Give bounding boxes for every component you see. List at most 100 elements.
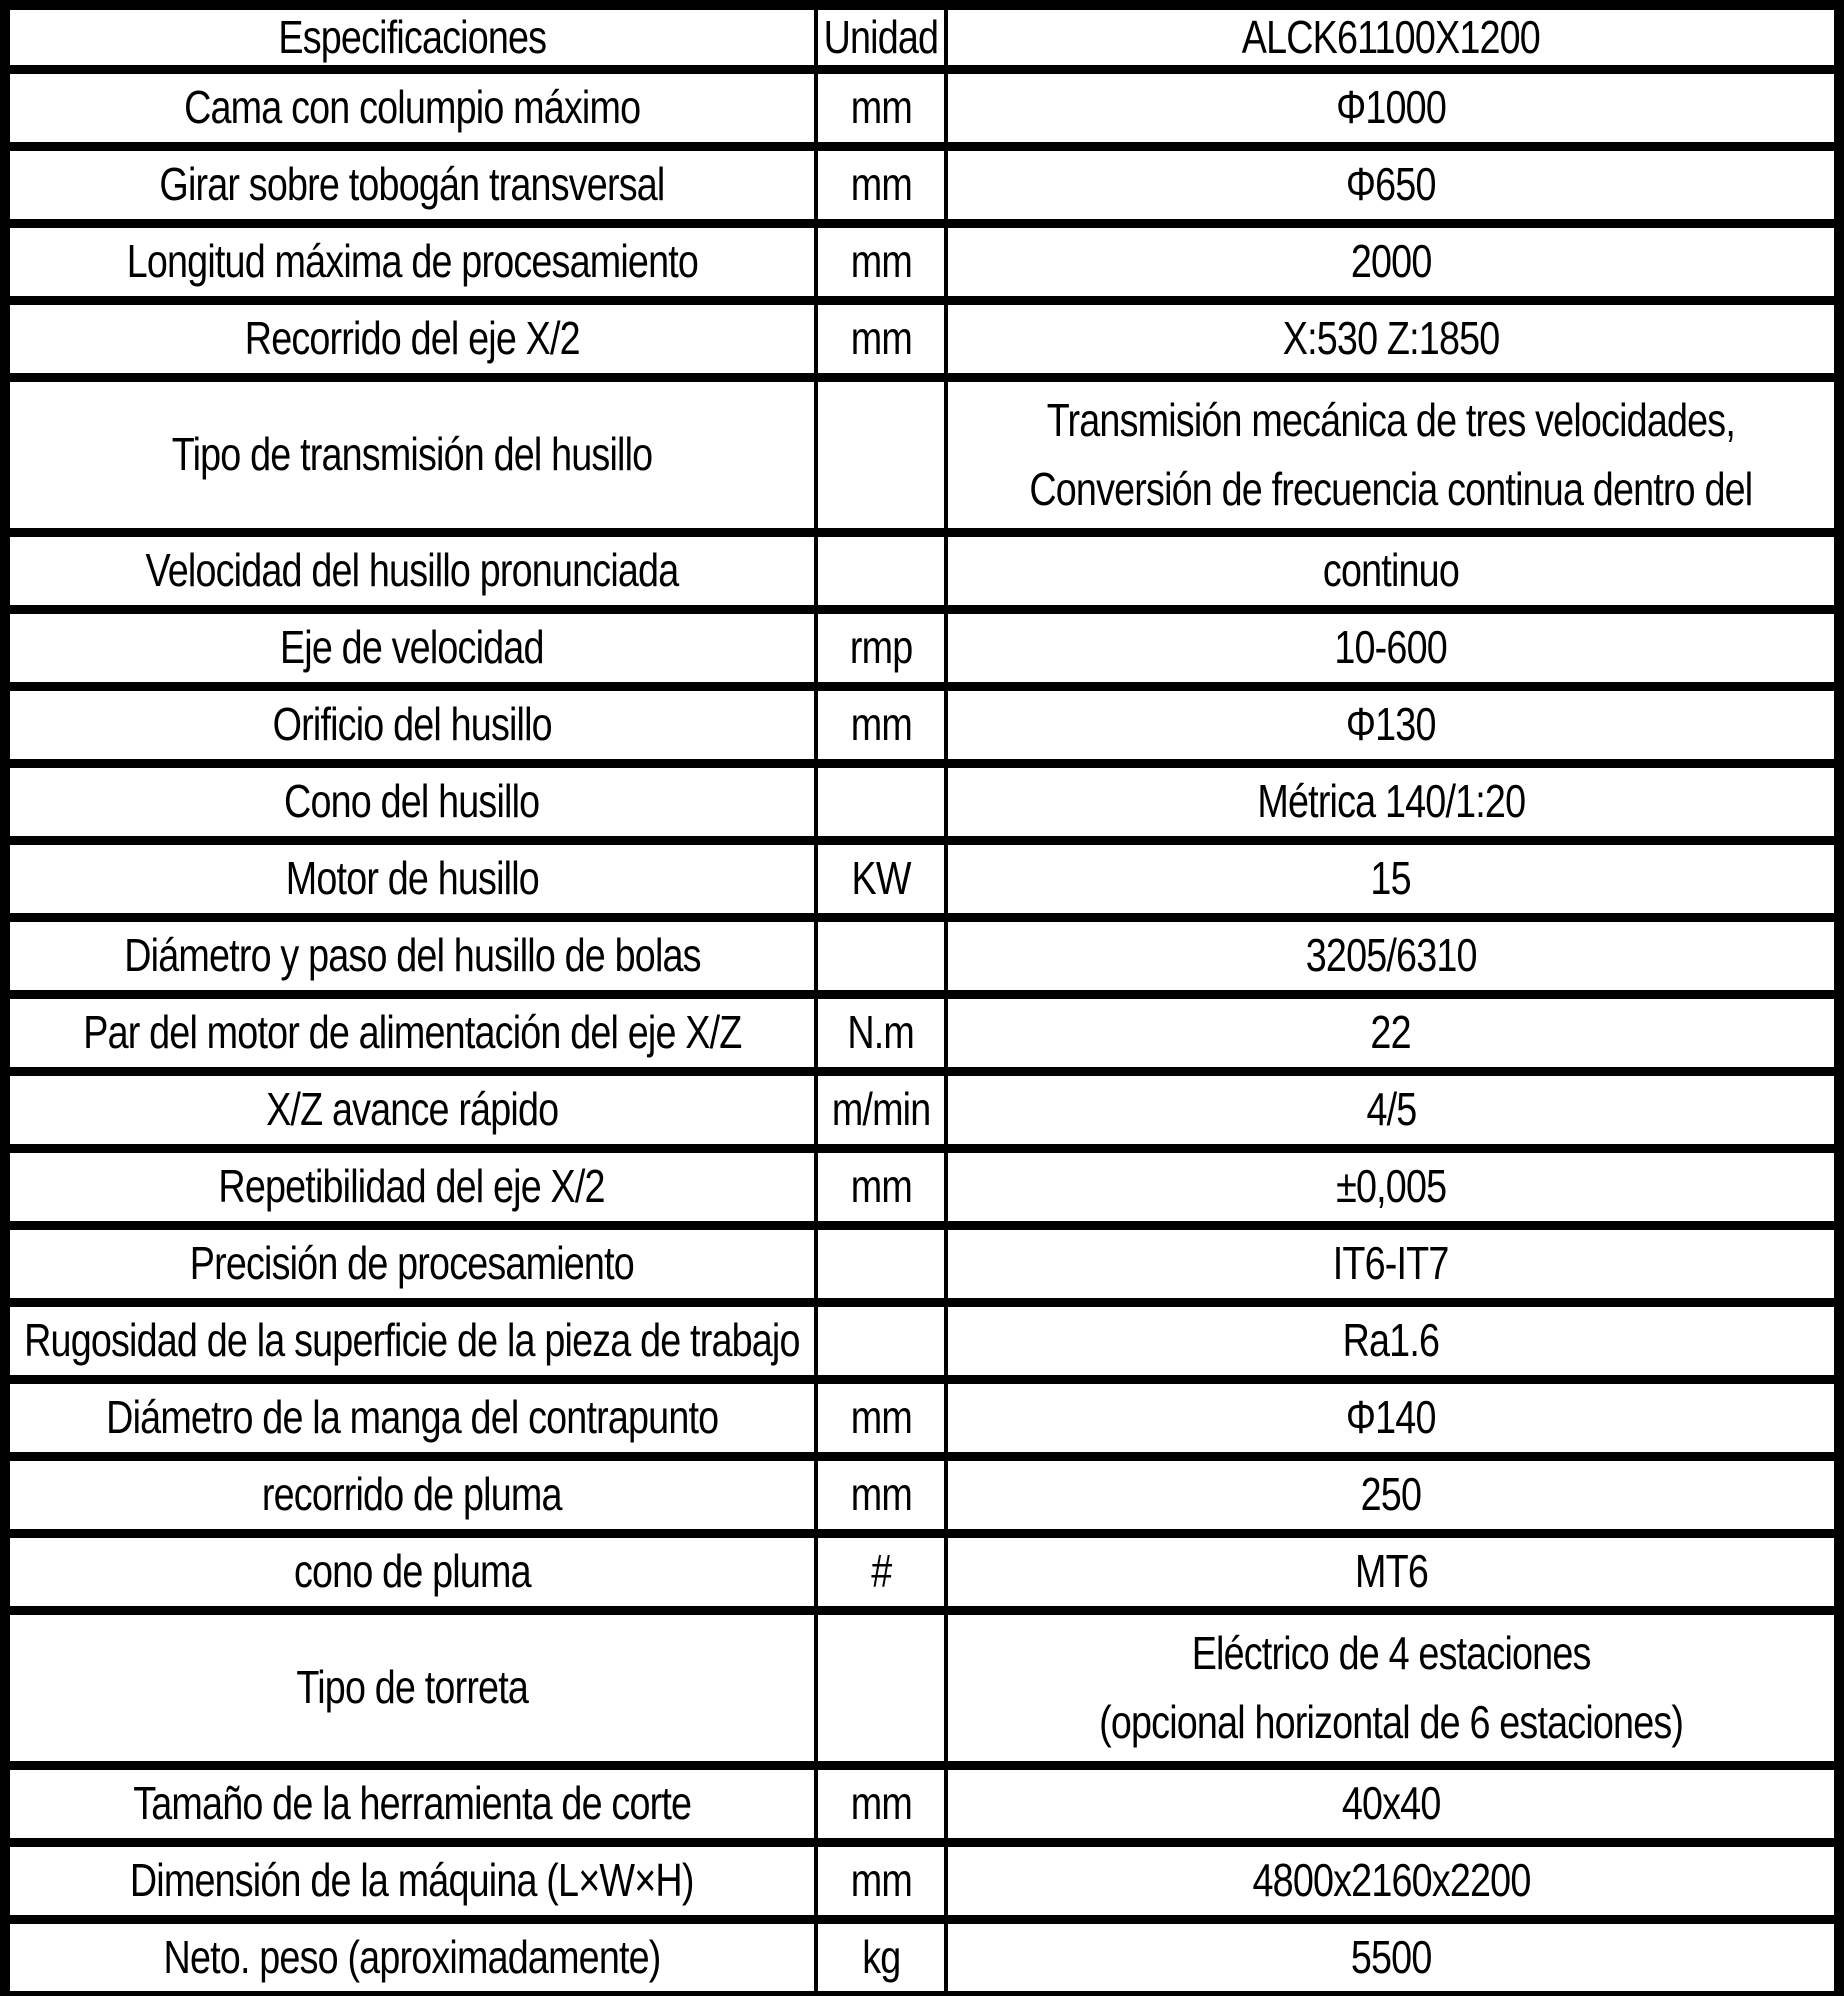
spec-row-tailstock-sleeve-diameter: Diámetro de la manga del contrapunto mm … — [3, 1374, 1841, 1461]
spec-value-cell: ±0,005 — [944, 1143, 1841, 1230]
spec-row-repeatability: Repetibilidad del eje X/2 mm ±0,005 — [3, 1143, 1841, 1230]
spec-label: cono de pluma — [293, 1545, 532, 1598]
spec-row-spindle-bore: Orificio del husillo mm Φ130 — [3, 681, 1841, 768]
spec-unit-cell: mm — [814, 1837, 948, 1924]
spec-unit: mm — [850, 312, 912, 365]
spec-row-ballscrew-diameter-pitch: Diámetro y paso del husillo de bolas 320… — [3, 912, 1841, 999]
spec-value-cell: 22 — [944, 989, 1841, 1076]
spec-label-cell: Longitud máxima de procesamiento — [3, 218, 818, 305]
spec-label: Tipo de transmisión del husillo — [171, 428, 653, 481]
spec-value: IT6-IT7 — [1333, 1237, 1450, 1290]
spec-value-cell: 15 — [944, 835, 1841, 922]
spec-unit-cell — [814, 1605, 948, 1770]
spec-unit-cell: mm — [814, 64, 948, 151]
spec-value-cell: 5500 — [944, 1914, 1841, 1996]
spec-value-cell: 250 — [944, 1451, 1841, 1538]
spec-value: 4800x2160x2200 — [1252, 1854, 1531, 1907]
spec-unit-cell: mm — [814, 218, 948, 305]
spec-label: Eje de velocidad — [280, 621, 545, 674]
spec-value: 15 — [1370, 852, 1412, 905]
spec-label-cell: Repetibilidad del eje X/2 — [3, 1143, 818, 1230]
spec-value-cell: 10-600 — [944, 604, 1841, 691]
header-model-label: ALCK61100X1200 — [1241, 10, 1541, 63]
spec-unit: mm — [850, 158, 912, 211]
spec-unit-cell — [814, 912, 948, 999]
spec-value: Φ140 — [1346, 1391, 1437, 1444]
spec-row-machine-dimension: Dimensión de la máquina (L×W×H) mm 4800x… — [3, 1837, 1841, 1924]
spec-unit: mm — [850, 1854, 912, 1907]
spec-label: Cono del husillo — [284, 775, 540, 828]
spec-row-turret-type: Tipo de torreta Eléctrico de 4 estacione… — [3, 1605, 1841, 1770]
spec-label-cell: Tipo de torreta — [3, 1605, 818, 1770]
header-unit-label: Unidad — [823, 10, 939, 63]
spec-row-spindle-taper: Cono del husillo Métrica 140/1:20 — [3, 758, 1841, 845]
spec-value: 2000 — [1350, 235, 1432, 288]
spec-value-cell: 4800x2160x2200 — [944, 1837, 1841, 1924]
spec-value-cell: IT6-IT7 — [944, 1220, 1841, 1307]
spec-value: 4/5 — [1366, 1083, 1417, 1136]
spec-unit-cell: rmp — [814, 604, 948, 691]
spec-unit-cell: mm — [814, 1451, 948, 1538]
spec-value: 40x40 — [1341, 1777, 1442, 1830]
spec-value: 10-600 — [1334, 621, 1448, 674]
spec-unit-cell: mm — [814, 141, 948, 228]
spec-label: Tipo de torreta — [296, 1661, 528, 1714]
spec-unit-cell — [814, 372, 948, 537]
spec-value: Φ130 — [1346, 698, 1437, 751]
spec-label-cell: Velocidad del husillo pronunciada — [3, 527, 818, 614]
spec-row-surface-roughness: Rugosidad de la superficie de la pieza d… — [3, 1297, 1841, 1384]
spec-unit: # — [870, 1545, 892, 1598]
spec-label-cell: Cama con columpio máximo — [3, 64, 818, 151]
spec-label-cell: Girar sobre tobogán transversal — [3, 141, 818, 228]
spec-label: Orificio del husillo — [272, 698, 552, 751]
spec-value-cell: Φ650 — [944, 141, 1841, 228]
spec-label-cell: Diámetro y paso del husillo de bolas — [3, 912, 818, 999]
spec-label-cell: recorrido de pluma — [3, 1451, 818, 1538]
spec-label: Precisión de procesamiento — [189, 1237, 635, 1290]
spec-label-cell: Tamaño de la herramienta de corte — [3, 1760, 818, 1847]
spec-unit-cell: m/min — [814, 1066, 948, 1153]
spec-value-cell: Eléctrico de 4 estaciones (opcional hori… — [944, 1605, 1841, 1770]
spec-value-cell: 4/5 — [944, 1066, 1841, 1153]
spec-unit-cell: mm — [814, 1143, 948, 1230]
spec-value-cell: Φ140 — [944, 1374, 1841, 1461]
spec-value: continuo — [1322, 544, 1460, 597]
spec-label-cell: Orificio del husillo — [3, 681, 818, 768]
spec-label: X/Z avance rápido — [265, 1083, 559, 1136]
spec-row-processing-precision: Precisión de procesamiento IT6-IT7 — [3, 1220, 1841, 1307]
spec-label-cell: Diámetro de la manga del contrapunto — [3, 1374, 818, 1461]
spec-row-feed-motor-torque: Par del motor de alimentación del eje X/… — [3, 989, 1841, 1076]
table-header-row: Especificaciones Unidad ALCK61100X1200 — [3, 0, 1841, 74]
spec-value-cell: 40x40 — [944, 1760, 1841, 1847]
header-unit-cell: Unidad — [814, 0, 948, 74]
spec-value-cell: Métrica 140/1:20 — [944, 758, 1841, 845]
spec-value: 5500 — [1350, 1930, 1432, 1983]
spec-unit: m/min — [831, 1083, 931, 1136]
spec-unit-cell: N.m — [814, 989, 948, 1076]
spec-unit-cell — [814, 527, 948, 614]
spec-label-cell: X/Z avance rápido — [3, 1066, 818, 1153]
spec-unit: mm — [850, 235, 912, 288]
spec-value: Transmisión mecánica de tres velocidades… — [1029, 393, 1753, 515]
spec-value: 250 — [1360, 1468, 1422, 1521]
spec-label-cell: cono de pluma — [3, 1528, 818, 1615]
spec-label: Motor de husillo — [285, 852, 539, 905]
spec-value-cell: 3205/6310 — [944, 912, 1841, 999]
spec-unit-cell: KW — [814, 835, 948, 922]
spec-label: Diámetro de la manga del contrapunto — [105, 1391, 719, 1444]
spec-row-axis-travel: Recorrido del eje X/2 mm X:530 Z:1850 — [3, 295, 1841, 382]
spec-unit: mm — [850, 1160, 912, 1213]
spec-label-cell: Tipo de transmisión del husillo — [3, 372, 818, 537]
spec-unit: mm — [850, 81, 912, 134]
spec-row-spindle-transmission-type: Tipo de transmisión del husillo Transmis… — [3, 372, 1841, 537]
spec-label-cell: Cono del husillo — [3, 758, 818, 845]
spec-value-cell: continuo — [944, 527, 1841, 614]
spec-value-cell: 2000 — [944, 218, 1841, 305]
spec-unit: mm — [850, 1777, 912, 1830]
spec-unit: kg — [861, 1930, 901, 1983]
spec-label: recorrido de pluma — [262, 1468, 563, 1521]
spec-value-cell: Φ1000 — [944, 64, 1841, 151]
spec-value: 3205/6310 — [1305, 929, 1478, 982]
